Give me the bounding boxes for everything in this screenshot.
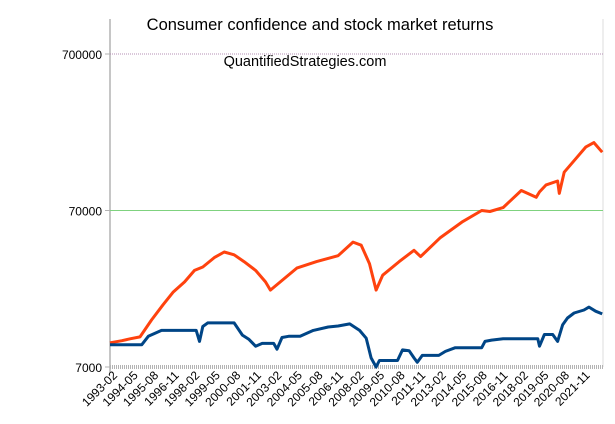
y-tick-label: 700000 bbox=[62, 48, 102, 62]
consumer-confidence-series-line bbox=[110, 305, 603, 369]
y-tick-label: 70000 bbox=[69, 205, 103, 219]
y-tick-label: 7000 bbox=[75, 361, 102, 375]
stock-market-series-line bbox=[109, 141, 604, 345]
watermark-annotation: QuantifiedStrategies.com bbox=[224, 54, 387, 70]
chart-title: Consumer confidence and stock market ret… bbox=[147, 16, 494, 34]
